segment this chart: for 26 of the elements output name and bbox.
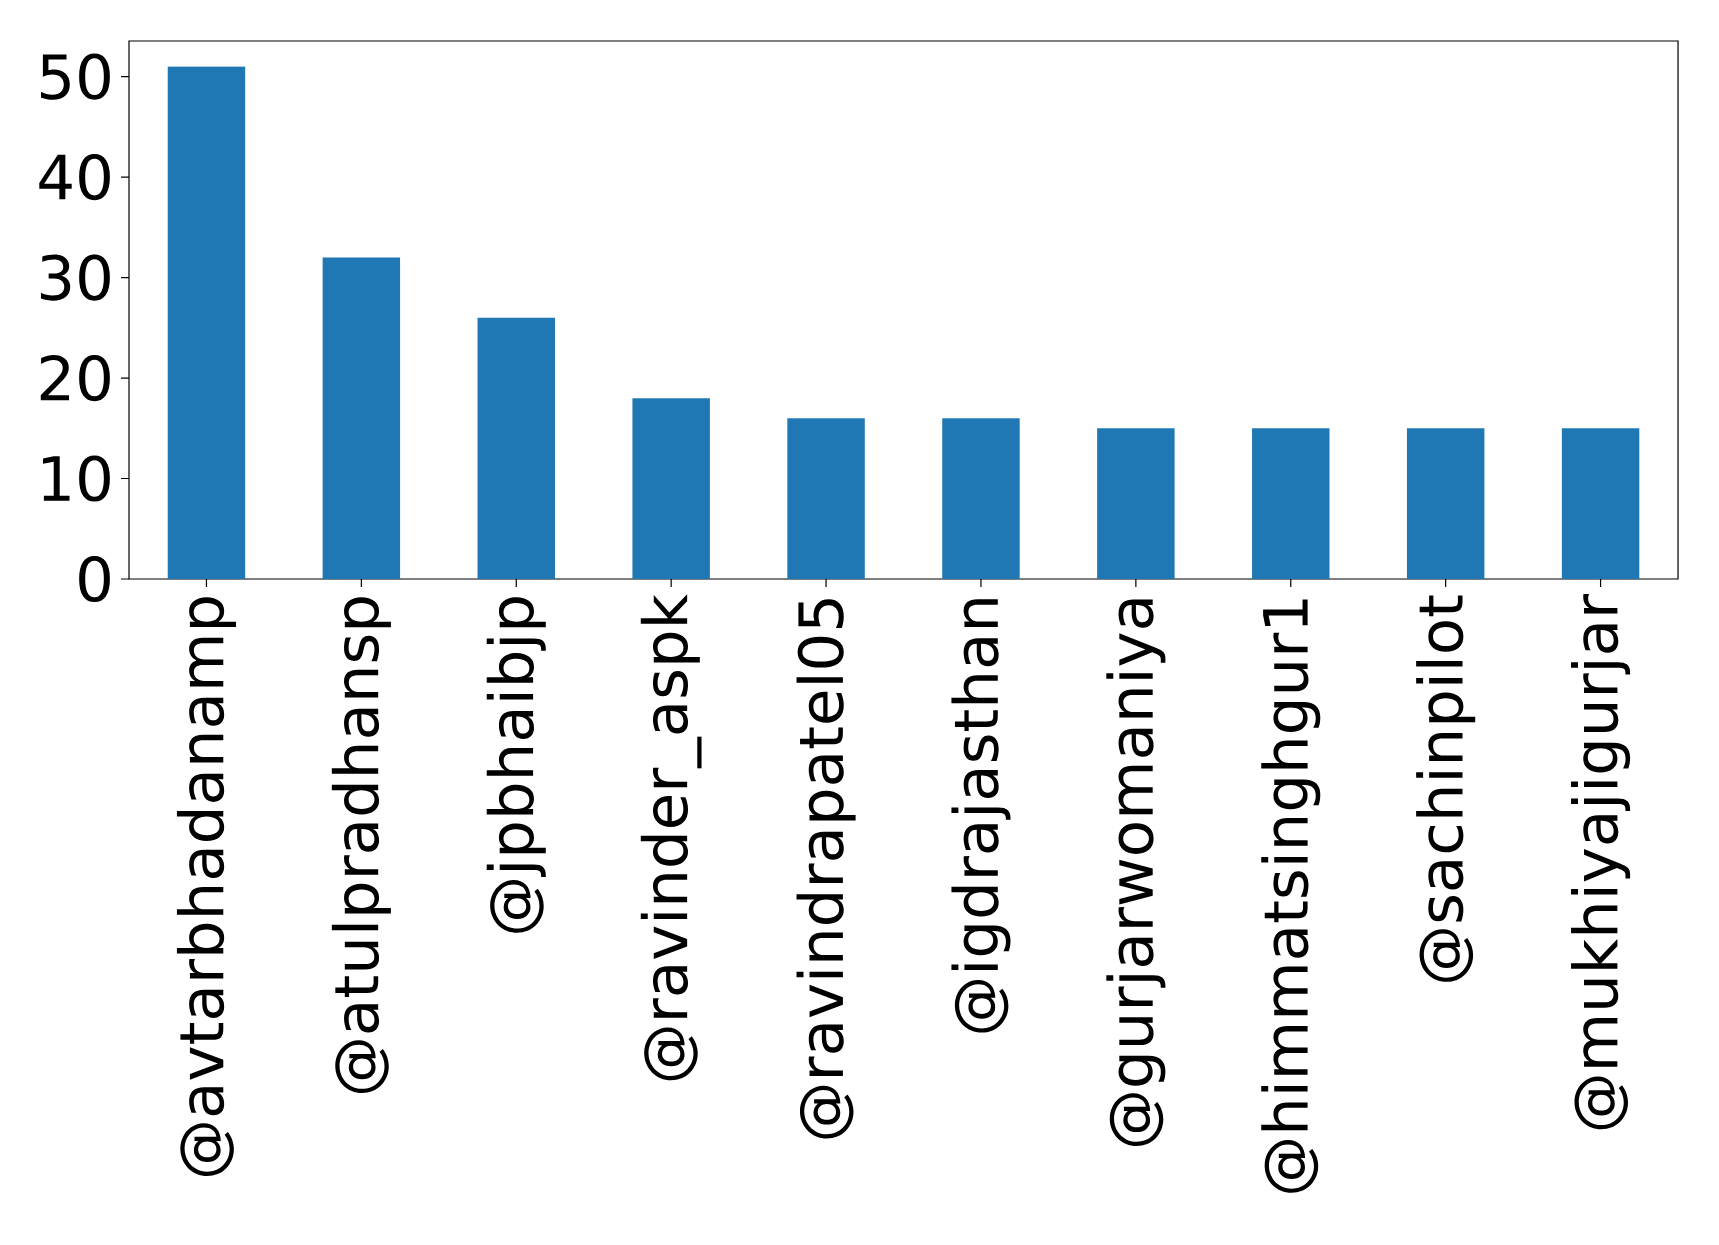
- bar: [1252, 428, 1330, 579]
- x-tick-label: @sachinpilot: [1416, 595, 1476, 982]
- bar: [632, 398, 710, 579]
- bar: [787, 418, 865, 579]
- bar: [167, 66, 246, 579]
- y-tick-label: 40: [39, 154, 110, 201]
- x-tick-label: @ravindrapatel05: [796, 599, 856, 1139]
- y-tick-label: 0: [79, 555, 110, 603]
- y-tick-label: 50: [41, 53, 110, 100]
- x-tick-label: @gurjarwomaniya: [1106, 599, 1166, 1147]
- y-tick-label: 30: [40, 254, 110, 301]
- x-tick-label: @ravinder_aspk: [640, 594, 702, 1081]
- bar: [1561, 428, 1640, 579]
- x-tick-label: @himmatsinghgur1: [1261, 599, 1321, 1193]
- x-tick-label: @mukhiyajigurjar: [1571, 593, 1631, 1130]
- y-tick-label: 20: [40, 354, 110, 402]
- bar: [322, 257, 401, 579]
- bar: [1097, 428, 1175, 579]
- x-tick-label: @atulpradhansp: [331, 597, 391, 1094]
- bar: [942, 418, 1020, 579]
- y-tick-label: 10: [43, 455, 110, 502]
- bar: [477, 317, 555, 579]
- x-tick-label: @avtarbhadanamp: [176, 597, 236, 1176]
- x-tick-label: @jpbhaibjp: [486, 597, 546, 933]
- x-tick-label: @igdrajasthan: [951, 599, 1011, 1033]
- bar: [1406, 428, 1485, 579]
